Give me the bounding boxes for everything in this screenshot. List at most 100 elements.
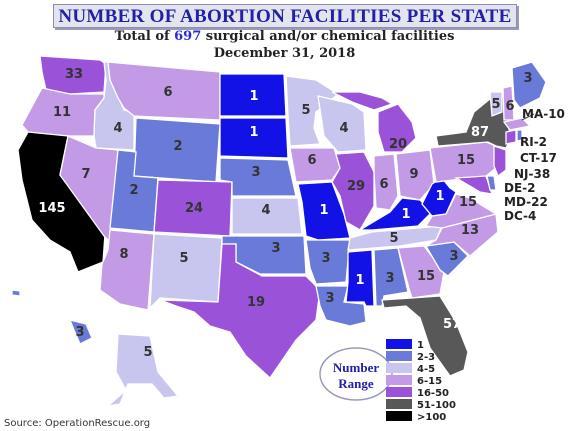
side-label-ct: CT-17 xyxy=(520,151,557,165)
legend-swatch-2-3 xyxy=(386,351,412,361)
state-oh[interactable] xyxy=(395,149,435,201)
state-az[interactable] xyxy=(99,229,155,311)
state-ma[interactable] xyxy=(502,117,532,131)
state-ks[interactable] xyxy=(231,197,303,235)
state-ct[interactable] xyxy=(505,129,517,145)
state-vt[interactable] xyxy=(489,91,503,117)
legend-label-51-100: 51-100 xyxy=(417,400,456,411)
label-ky: 1 xyxy=(401,207,410,222)
state-in[interactable] xyxy=(373,153,399,211)
state-mi-up xyxy=(331,91,394,111)
side-label-dc: DC-4 xyxy=(504,209,536,223)
page-title: NUMBER OF ABORTION FACILITIES PER STATE xyxy=(58,6,512,27)
state-mo[interactable] xyxy=(297,181,351,241)
label-sd: 1 xyxy=(249,125,258,140)
state-tx[interactable] xyxy=(159,243,321,379)
subtitle-suffix: surgical and/or chemical facilities xyxy=(201,29,455,44)
source-credit: Source: OperationRescue.org xyxy=(4,418,151,429)
legend-swatch-16-50 xyxy=(386,387,412,397)
leader-ma xyxy=(521,113,535,121)
state-wi[interactable] xyxy=(317,95,367,153)
label-la: 3 xyxy=(325,291,334,306)
state-ms[interactable] xyxy=(345,249,375,307)
legend-title-line1: Number xyxy=(333,360,379,375)
label-id: 4 xyxy=(113,121,122,136)
legend-badge xyxy=(319,347,393,401)
label-or: 11 xyxy=(53,105,71,120)
label-wy: 2 xyxy=(173,139,182,154)
state-il[interactable] xyxy=(331,151,375,231)
label-nc: 13 xyxy=(461,223,479,238)
state-mn[interactable] xyxy=(285,75,340,147)
legend-swatch-4-5 xyxy=(386,363,412,373)
label-nv: 7 xyxy=(81,167,90,182)
label-tn: 5 xyxy=(389,231,398,246)
label-ok: 3 xyxy=(271,241,280,256)
label-mi: 20 xyxy=(389,137,407,152)
side-label-de: DE-2 xyxy=(504,181,536,195)
label-ia: 6 xyxy=(307,153,316,168)
lake-michigan xyxy=(366,112,378,152)
label-al: 3 xyxy=(385,271,394,286)
label-ms: 1 xyxy=(355,273,364,288)
label-mt: 6 xyxy=(163,85,172,100)
label-ne: 3 xyxy=(251,165,260,180)
label-ks: 4 xyxy=(261,203,270,218)
legend-label-4-5: 4-5 xyxy=(417,364,435,375)
label-me: 3 xyxy=(523,71,532,86)
state-ut[interactable] xyxy=(109,149,159,233)
side-label-md: MD-22 xyxy=(504,195,548,209)
legend-label-over-100: >100 xyxy=(417,412,446,423)
state-me[interactable] xyxy=(511,61,547,109)
label-sc: 3 xyxy=(449,249,458,264)
state-fl[interactable] xyxy=(381,295,469,377)
label-wi: 4 xyxy=(339,121,348,136)
label-mo: 1 xyxy=(319,203,328,218)
state-de[interactable] xyxy=(486,175,497,191)
state-wa[interactable] xyxy=(39,55,107,95)
legend: Number Range 1 2-3 4-5 6-15 16-50 51-100… xyxy=(319,339,456,423)
label-wa: 33 xyxy=(65,67,83,82)
side-label-nj: NJ-38 xyxy=(514,167,550,181)
label-tx: 19 xyxy=(247,295,265,310)
state-sd[interactable] xyxy=(219,117,289,159)
state-ne[interactable] xyxy=(219,157,297,197)
state-nm[interactable] xyxy=(149,233,223,310)
legend-title-line2: Range xyxy=(338,376,374,391)
state-mi[interactable] xyxy=(377,103,417,153)
legend-label-2-3: 2-3 xyxy=(417,352,435,363)
state-hi[interactable] xyxy=(68,319,93,345)
label-il: 29 xyxy=(347,179,365,194)
state-ar[interactable] xyxy=(305,239,351,285)
label-ak: 5 xyxy=(143,345,152,360)
label-co: 24 xyxy=(185,201,203,216)
label-nm: 5 xyxy=(179,251,188,266)
label-nd: 1 xyxy=(249,89,258,104)
label-oh: 9 xyxy=(409,167,418,182)
state-ak[interactable] xyxy=(105,333,180,408)
label-nh: 6 xyxy=(505,99,514,114)
state-hi-islands xyxy=(11,289,21,297)
label-va: 15 xyxy=(459,195,477,210)
label-ga: 15 xyxy=(417,269,435,284)
label-vt: 5 xyxy=(491,97,500,112)
state-ga[interactable] xyxy=(397,245,445,299)
label-ar: 3 xyxy=(321,251,330,266)
label-ut: 2 xyxy=(129,183,138,198)
legend-label-1: 1 xyxy=(417,340,424,351)
state-nd[interactable] xyxy=(219,73,287,117)
state-ri[interactable] xyxy=(516,129,523,142)
legend-items: 1 2-3 4-5 6-15 16-50 51-100 >100 xyxy=(386,339,456,423)
legend-label-6-15: 6-15 xyxy=(417,376,442,387)
label-az: 8 xyxy=(119,247,128,262)
side-label-ri: RI-2 xyxy=(520,135,547,149)
legend-swatch-51-100 xyxy=(386,399,412,409)
label-hi: 3 xyxy=(75,325,84,340)
label-mn: 5 xyxy=(301,103,310,118)
state-va[interactable] xyxy=(424,193,498,229)
date-line: December 31, 2018 xyxy=(213,46,356,61)
state-nj[interactable] xyxy=(493,145,507,178)
label-fl: 57 xyxy=(443,317,461,332)
state-md[interactable] xyxy=(453,175,493,195)
